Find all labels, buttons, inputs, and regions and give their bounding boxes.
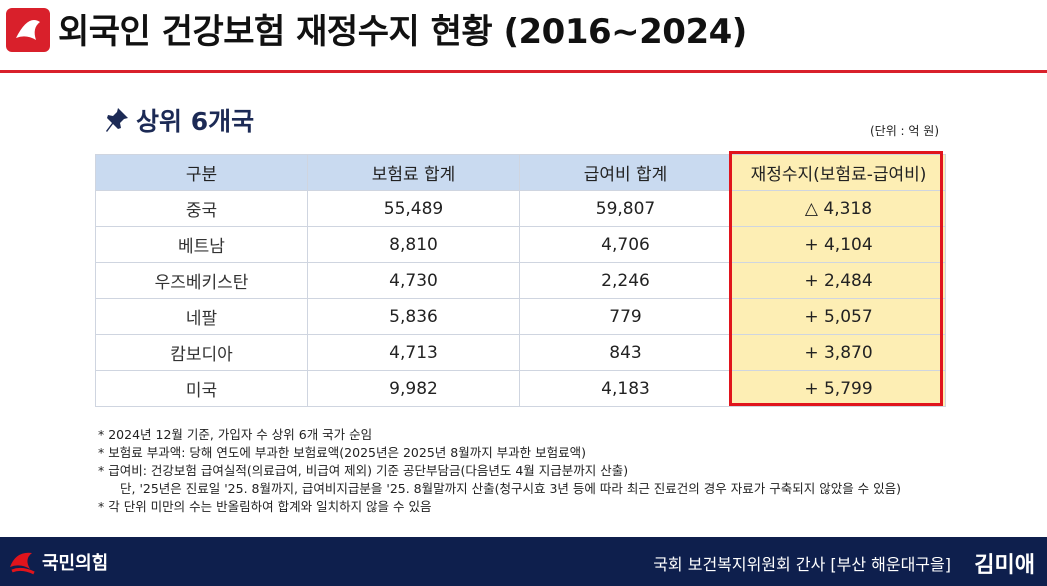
benefit-cell: 59,807	[519, 190, 732, 227]
table-row: 베트남 8,810 4,706 + 4,104	[95, 226, 946, 263]
title-divider	[0, 70, 1047, 73]
balance-cell: + 5,057	[731, 298, 946, 335]
country-cell: 베트남	[95, 226, 308, 263]
footnote: * 보험료 부과액: 당해 연도에 부과한 보험료액(2025년은 2025년 …	[98, 445, 587, 460]
column-header-benefit: 급여비 합계	[519, 154, 732, 191]
section-heading-text: 상위 6개국	[136, 107, 255, 136]
premium-cell: 5,836	[307, 298, 520, 335]
footnote: * 2024년 12월 기준, 가입자 수 상위 6개 국가 순임	[98, 427, 373, 442]
balance-table: 구분 보험료 합계 급여비 합계 재정수지(보험료-급여비) 중국 55,489…	[95, 154, 946, 407]
logo-mark-icon	[6, 8, 50, 52]
balance-cell: + 2,484	[731, 262, 946, 299]
benefit-cell: 779	[519, 298, 732, 335]
footnote: 단, '25년은 진료일 '25. 8월까지, 급여비지급분을 '25. 8월말…	[120, 481, 902, 496]
footnotes: * 2024년 12월 기준, 가입자 수 상위 6개 국가 순임 * 보험료 …	[98, 426, 901, 516]
country-cell: 미국	[95, 370, 308, 407]
section-heading: 상위 6개국	[104, 102, 254, 138]
premium-cell: 4,713	[307, 334, 520, 371]
unit-label: (단위 : 억 원)	[869, 124, 939, 138]
pushpin-icon	[106, 108, 128, 132]
premium-cell: 9,982	[307, 370, 520, 407]
column-header-premium: 보험료 합계	[307, 154, 520, 191]
footer-bar: 국민의힘 국회 보건복지위원회 간사 [부산 해운대구을] 김미애	[0, 537, 1047, 586]
country-cell: 캄보디아	[95, 334, 308, 371]
footnote: * 각 단위 미만의 수는 반올림하여 합계와 일치하지 않을 수 있음	[98, 499, 432, 514]
table-row: 미국 9,982 4,183 + 5,799	[95, 370, 946, 407]
party-name: 국민의힘	[42, 553, 109, 574]
column-header-category: 구분	[95, 154, 308, 191]
benefit-cell: 4,706	[519, 226, 732, 263]
table-row: 중국 55,489 59,807 △ 4,318	[95, 190, 946, 227]
benefit-cell: 843	[519, 334, 732, 371]
balance-cell: + 4,104	[731, 226, 946, 263]
party-logo-icon	[10, 552, 35, 575]
table-row: 캄보디아 4,713 843 + 3,870	[95, 334, 946, 371]
country-cell: 우즈베키스탄	[95, 262, 308, 299]
premium-cell: 55,489	[307, 190, 520, 227]
benefit-cell: 4,183	[519, 370, 732, 407]
balance-cell: + 5,799	[731, 370, 946, 407]
footnote: * 급여비: 건강보험 급여실적(의료급여, 비급여 제외) 기준 공단부담금(…	[98, 463, 629, 478]
table-row: 우즈베키스탄 4,730 2,246 + 2,484	[95, 262, 946, 299]
benefit-cell: 2,246	[519, 262, 732, 299]
country-cell: 중국	[95, 190, 308, 227]
speaker-name: 김미애	[974, 553, 1035, 578]
balance-cell: + 3,870	[731, 334, 946, 371]
page-title: 외국인 건강보험 재정수지 현황 (2016~2024)	[58, 12, 747, 52]
premium-cell: 4,730	[307, 262, 520, 299]
country-cell: 네팔	[95, 298, 308, 335]
balance-cell: △ 4,318	[731, 190, 946, 227]
column-header-balance: 재정수지(보험료-급여비)	[731, 154, 946, 191]
table-row: 네팔 5,836 779 + 5,057	[95, 298, 946, 335]
table-header-row: 구분 보험료 합계 급여비 합계 재정수지(보험료-급여비)	[95, 154, 946, 191]
speaker-role: 국회 보건복지위원회 간사 [부산 해운대구을]	[653, 555, 951, 574]
premium-cell: 8,810	[307, 226, 520, 263]
